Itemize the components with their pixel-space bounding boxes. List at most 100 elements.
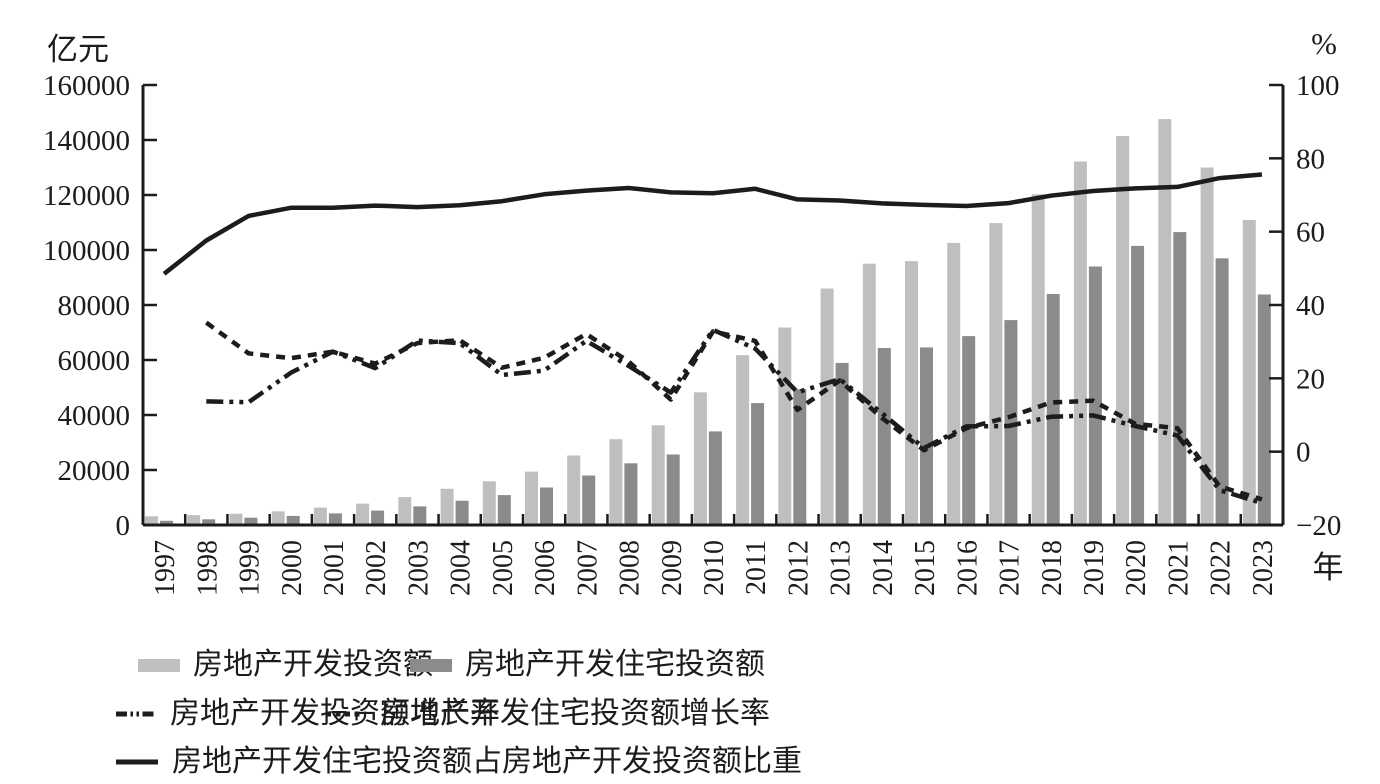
bar-housing-2005 (497, 495, 511, 525)
bars-housing (160, 232, 1271, 526)
left-tick-label: 120000 (43, 180, 130, 212)
bar-investment-2019 (1073, 161, 1087, 525)
line-housing-growth (204, 320, 1263, 502)
left-tick-label: 100000 (43, 235, 130, 267)
right-tick-label: 20 (1296, 363, 1325, 395)
bar-housing-2011 (751, 403, 765, 525)
bar-housing-2006 (540, 487, 553, 525)
year-label-2008: 2008 (615, 540, 646, 596)
left-tick-label: 40000 (58, 400, 131, 432)
year-label-2009: 2009 (657, 540, 688, 596)
legend-item-investment-growth: 房地产开发投资额增长率 (115, 697, 500, 731)
combo-chart-canvas: 0 20000 40000 60000 80000 100000 120000 140000 1… (43, 70, 1341, 596)
year-label-2016: 2016 (952, 540, 983, 596)
bar-investment-2000 (271, 511, 285, 525)
bar-investment-2007 (567, 455, 581, 525)
legend-label-investment: 房地产开发投资额 (193, 648, 433, 681)
legend-item-investment: 房地产开发投资额 (138, 648, 433, 682)
year-label-2020: 2020 (1121, 540, 1152, 596)
year-label-1999: 1999 (235, 540, 266, 596)
left-tick-label: 60000 (58, 345, 131, 377)
line-housing-share (162, 172, 1263, 276)
bar-housing-1998 (202, 519, 216, 525)
year-label-2015: 2015 (910, 540, 941, 596)
year-label-2004: 2004 (446, 540, 477, 596)
bar-housing-2017 (1004, 320, 1018, 525)
bar-housing-2019 (1088, 266, 1102, 525)
legend-swatch-housing-bar (410, 658, 452, 672)
left-axis-ticks: 0 20000 40000 60000 80000 100000 120000 140000 1… (43, 70, 157, 542)
bar-investment-2015 (905, 261, 918, 525)
bar-housing-2016 (962, 336, 976, 525)
year-label-2022: 2022 (1206, 540, 1237, 596)
right-tick-label: 0 (1296, 437, 1311, 469)
year-label-2018: 2018 (1037, 540, 1068, 596)
bar-housing-2001 (328, 513, 342, 525)
bar-investment-2008 (609, 439, 623, 525)
legend-swatch-housing-share-line (116, 759, 158, 765)
bar-housing-2000 (286, 515, 300, 525)
left-tick-label: 20000 (58, 455, 131, 487)
legend-item-housing-share: 房地产开发住宅投资额占房地产开发投资额比重 (115, 745, 802, 779)
bar-housing-2013 (835, 362, 849, 525)
bar-investment-2010 (693, 392, 707, 525)
bar-housing-2002 (371, 510, 385, 525)
bar-investment-2016 (947, 242, 961, 525)
year-label-2017: 2017 (995, 540, 1026, 596)
bar-housing-2014 (877, 348, 891, 525)
bars-investment (145, 119, 1256, 526)
year-label-1998: 1998 (192, 540, 223, 596)
legend-swatch-housing-growth-line (326, 711, 366, 717)
x-axis-year-labels: 1997 1998 1999 2000 2001 2002 2003 2004 2005 2006… (150, 540, 1279, 596)
right-axis-unit-label: % (1311, 26, 1337, 61)
bar-investment-1998 (187, 515, 201, 525)
legend-swatch-investment-bar (138, 658, 180, 672)
right-tick-label: 60 (1296, 217, 1325, 249)
bar-housing-2015 (920, 347, 933, 525)
bar-housing-2010 (708, 431, 722, 525)
bar-housing-1999 (244, 517, 258, 525)
left-tick-label: 0 (116, 510, 131, 542)
legend-swatch-investment-growth-line (116, 711, 156, 717)
bar-investment-2003 (398, 497, 412, 525)
left-tick-label: 80000 (58, 290, 131, 322)
bar-investment-2006 (525, 471, 538, 525)
year-label-2013: 2013 (826, 540, 857, 596)
year-label-2023: 2023 (1248, 540, 1279, 596)
x-axis-unit-label: 年 (1312, 550, 1344, 585)
line-investment-growth (206, 327, 1263, 506)
bar-investment-2009 (651, 425, 665, 525)
bar-investment-2021 (1158, 119, 1172, 525)
bar-housing-2007 (582, 475, 596, 525)
left-tick-label: 140000 (43, 125, 130, 157)
bar-investment-2004 (440, 488, 454, 525)
year-label-2002: 2002 (361, 540, 392, 596)
legend-label-housing-growth: 房地产开发住宅投资额增长率 (380, 697, 770, 730)
year-label-2006: 2006 (530, 540, 561, 596)
right-tick-label: 100 (1296, 70, 1340, 102)
bar-housing-2022 (1215, 258, 1229, 526)
year-label-2011: 2011 (741, 540, 772, 595)
year-label-2001: 2001 (319, 540, 350, 596)
bar-housing-2021 (1173, 232, 1187, 525)
legend-label-housing: 房地产开发住宅投资额 (465, 648, 765, 681)
year-label-2021: 2021 (1163, 540, 1194, 596)
right-tick-label: 40 (1296, 290, 1325, 322)
bar-housing-2018 (1046, 294, 1060, 525)
bar-housing-2009 (666, 454, 680, 525)
bar-investment-2022 (1200, 167, 1214, 525)
bar-investment-1997 (145, 516, 158, 525)
bar-housing-2023 (1257, 294, 1271, 525)
year-label-2003: 2003 (403, 540, 434, 596)
bar-investment-2001 (313, 507, 327, 525)
bar-investment-2023 (1242, 220, 1256, 525)
bar-investment-2017 (989, 223, 1003, 525)
year-label-2012: 2012 (783, 540, 814, 596)
year-label-2010: 2010 (699, 540, 730, 596)
bar-investment-2013 (820, 288, 834, 525)
right-axis-ticks: −20 0 20 40 60 80 100 (1269, 70, 1341, 542)
legend-item-housing: 房地产开发住宅投资额 (410, 648, 765, 682)
bar-investment-1999 (229, 513, 243, 525)
bars-layer (145, 119, 1271, 526)
